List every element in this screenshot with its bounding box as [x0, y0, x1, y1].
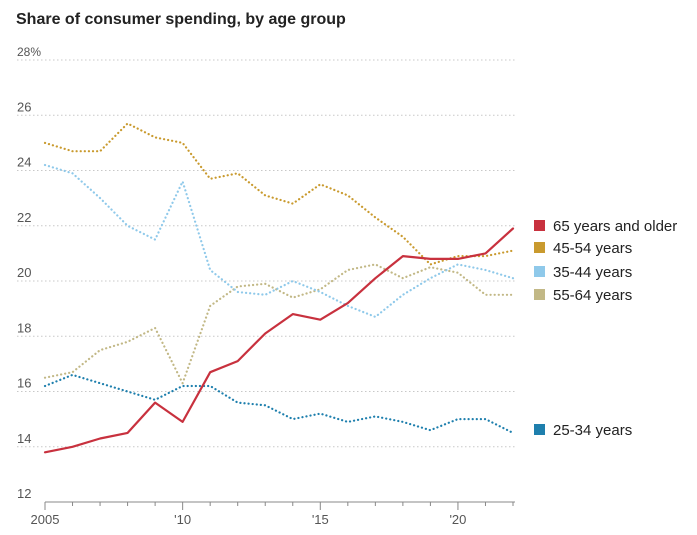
- y-tick-label: 12: [17, 486, 31, 501]
- gridlines: [17, 59, 515, 448]
- y-tick-label: 18: [17, 320, 31, 335]
- y-tick-label: 26: [17, 99, 31, 114]
- y-axis-ticks: 12 14 16 18 20 22 24 26 28%: [17, 45, 41, 501]
- y-tick-label: 14: [17, 431, 31, 446]
- series-lines: [43, 122, 515, 454]
- legend-swatch: [534, 266, 545, 277]
- chart-title: Share of consumer spending, by age group: [16, 11, 346, 28]
- series-line-65-years-and-older: [43, 227, 515, 454]
- y-tick-label: 16: [17, 376, 31, 391]
- series-line-35-44-years: [43, 163, 515, 318]
- y-tick-label: 22: [17, 210, 31, 225]
- x-tick-label: '10: [174, 512, 191, 527]
- series-line-25-34-years: [43, 373, 515, 434]
- legend-swatch: [534, 424, 545, 435]
- y-tick-label: 28%: [17, 45, 41, 59]
- legend-swatch: [534, 289, 545, 300]
- legend-label: 45-54 years: [553, 240, 632, 257]
- x-tick-label: '15: [312, 512, 329, 527]
- x-axis: 2005 '10 '15 '20: [31, 501, 515, 527]
- y-tick-label: 24: [17, 155, 31, 170]
- legend: 65 years and older 45-54 years 35-44 years…: [534, 218, 677, 439]
- series-line-45-54-years: [43, 122, 515, 266]
- x-tick-label: 2005: [31, 512, 60, 527]
- legend-label: 55-64 years: [553, 287, 632, 304]
- series-line-55-64-years: [43, 263, 515, 385]
- legend-label: 35-44 years: [553, 264, 632, 281]
- legend-swatch: [534, 220, 545, 231]
- legend-label: 65 years and older: [553, 218, 677, 235]
- legend-swatch: [534, 242, 545, 253]
- x-tick-label: '20: [449, 512, 466, 527]
- y-tick-label: 20: [17, 265, 31, 280]
- legend-label: 25-34 years: [553, 422, 632, 439]
